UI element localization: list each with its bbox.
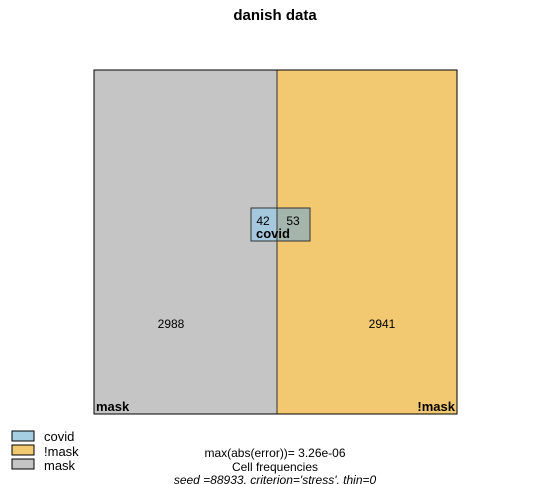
covid-mask-overlap-rect bbox=[251, 208, 277, 241]
chart-title: danish data bbox=[233, 7, 317, 24]
mask-count-label: 2988 bbox=[158, 317, 185, 331]
plot-frame bbox=[93, 69, 458, 415]
frequency-caption: Cell frequencies bbox=[232, 460, 318, 474]
covid-notmask-count-label: 53 bbox=[286, 214, 300, 228]
legend-swatch-covid bbox=[11, 430, 35, 442]
legend-swatch-mask bbox=[11, 458, 35, 470]
mask-set-rect bbox=[94, 70, 277, 414]
notmask-set-label: !mask bbox=[417, 399, 455, 414]
settings-caption: seed =88933, criterion='stress', thin=0 bbox=[174, 473, 377, 484]
legend-label-mask: mask bbox=[44, 458, 76, 473]
legend-swatch-notmask bbox=[11, 444, 35, 456]
covid-set-outline bbox=[250, 207, 311, 242]
legend-label-notmask: !mask bbox=[44, 444, 79, 459]
error-caption: max(abs(error))= 3.26e-06 bbox=[204, 446, 345, 460]
legend: covid !mask mask bbox=[11, 429, 79, 473]
plot-region: 2988 2941 42 53 covid mask !mask bbox=[93, 69, 458, 415]
mask-set-label: mask bbox=[96, 399, 130, 414]
captions: max(abs(error))= 3.26e-06 Cell frequenci… bbox=[174, 446, 377, 484]
notmask-set-rect bbox=[277, 70, 457, 414]
legend-label-covid: covid bbox=[44, 429, 74, 444]
covid-set-label: covid bbox=[256, 226, 290, 241]
notmask-count-label: 2941 bbox=[369, 317, 396, 331]
covid-mask-count-label: 42 bbox=[256, 214, 270, 228]
covid-notmask-overlap-rect bbox=[277, 208, 310, 241]
